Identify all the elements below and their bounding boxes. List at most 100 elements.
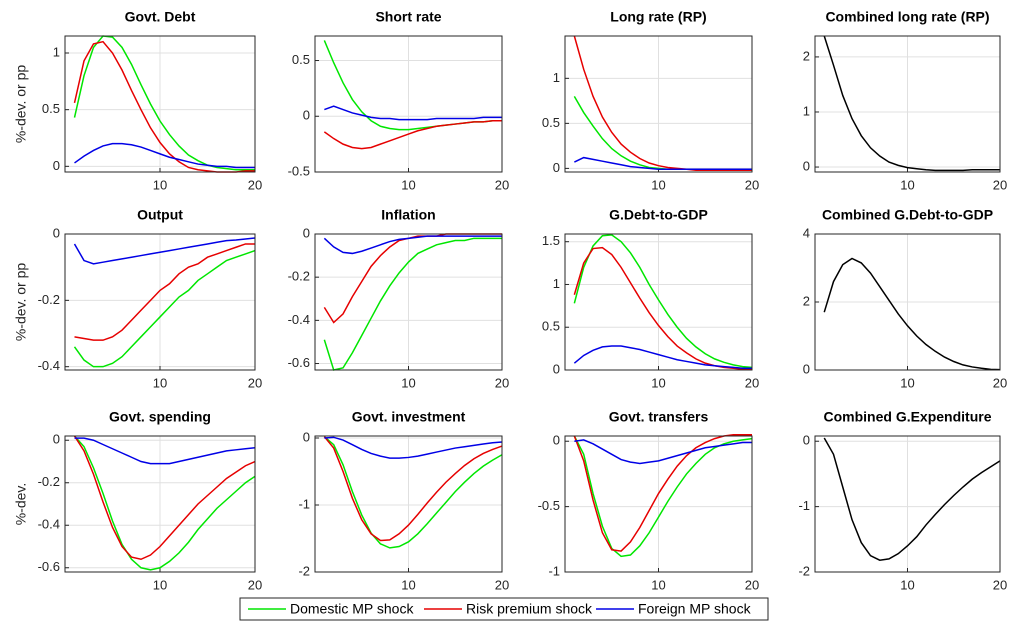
y-tick-label: -0.4 <box>288 312 310 327</box>
panel-title: Long rate (RP) <box>610 9 706 25</box>
panel-title: Govt. spending <box>109 409 211 425</box>
series-line <box>324 105 502 121</box>
axes-box <box>64 435 256 573</box>
axes-box <box>814 233 1001 371</box>
y-tick-label: -0.2 <box>38 292 60 307</box>
y-axis-label: %-dev. <box>13 483 29 526</box>
series-line <box>323 436 503 549</box>
axes-box <box>564 233 753 371</box>
y-tick-label: 2 <box>803 48 810 63</box>
legend-box <box>239 597 769 621</box>
x-tick-label: 20 <box>495 177 509 192</box>
y-tick-label: 0.5 <box>42 101 60 116</box>
series-line <box>323 237 502 371</box>
y-tick-label: -2 <box>798 563 810 578</box>
x-tick-label: 10 <box>153 577 167 592</box>
y-tick-label: -2 <box>298 563 310 578</box>
axes-box <box>814 35 1001 173</box>
y-tick-label: 1 <box>553 70 560 85</box>
x-tick-label: 10 <box>401 577 415 592</box>
legend-label: Domestic MP shock <box>290 601 414 617</box>
y-tick-label: -1 <box>548 563 560 578</box>
series-line <box>323 119 502 150</box>
series-line <box>823 257 1001 371</box>
y-tick-label: 0 <box>553 361 560 376</box>
series-line <box>573 433 752 552</box>
series-line <box>324 436 503 459</box>
axes-box <box>564 435 753 573</box>
x-tick-label: 10 <box>900 577 914 592</box>
series-line <box>574 439 752 465</box>
y-tick-label: 0 <box>803 433 810 448</box>
y-tick-label: 0 <box>553 160 560 175</box>
y-tick-label: -0.5 <box>538 498 560 513</box>
series-line <box>74 437 256 465</box>
series-line <box>73 40 255 173</box>
axes-box <box>314 233 503 371</box>
series-line <box>323 235 502 255</box>
x-tick-label: 10 <box>651 577 665 592</box>
y-tick-label: 0.5 <box>542 319 560 334</box>
panel-title: Short rate <box>375 9 441 25</box>
axes-box <box>314 435 503 573</box>
panel-title: Govt. investment <box>352 409 466 425</box>
y-tick-label: -0.4 <box>38 358 60 373</box>
y-tick-label: 0 <box>53 158 60 173</box>
series-line <box>73 435 256 571</box>
y-tick-label: 4 <box>803 225 810 240</box>
x-tick-label: 20 <box>248 375 262 390</box>
y-tick-label: -0.6 <box>288 355 310 370</box>
x-tick-label: 20 <box>745 375 759 390</box>
y-tick-label: -0.2 <box>38 474 60 489</box>
x-tick-label: 10 <box>900 177 914 192</box>
series-line <box>73 237 256 265</box>
panel-title: Combined long rate (RP) <box>825 9 989 25</box>
y-tick-label: 0 <box>303 108 310 123</box>
y-tick-label: 2 <box>803 293 810 308</box>
axes-box <box>64 35 256 173</box>
panel-title: G.Debt-to-GDP <box>609 207 708 223</box>
y-tick-label: 1.5 <box>542 233 560 248</box>
axes-box <box>814 435 1001 573</box>
y-tick-label: 0.5 <box>542 115 560 130</box>
y-tick-label: 1 <box>53 44 60 59</box>
x-tick-label: 20 <box>993 375 1007 390</box>
y-tick-label: -0.5 <box>288 163 310 178</box>
series-line <box>573 95 752 171</box>
series-line <box>823 35 1000 172</box>
x-tick-label: 20 <box>993 177 1007 192</box>
panel-title: Govt. Debt <box>125 9 196 25</box>
panel-title: Output <box>137 207 183 223</box>
series-line <box>323 233 502 324</box>
series-line <box>574 156 752 171</box>
series-line <box>573 234 753 369</box>
series-line <box>74 243 255 341</box>
y-axis-label: %-dev. or pp <box>13 65 29 144</box>
x-tick-label: 20 <box>248 177 262 192</box>
y-tick-label: 0.5 <box>292 52 310 67</box>
y-axis-label: %-dev. or pp <box>13 263 29 342</box>
x-tick-label: 10 <box>153 375 167 390</box>
x-tick-label: 10 <box>401 177 415 192</box>
axes-box <box>314 35 503 173</box>
series-line <box>573 435 753 558</box>
y-tick-label: 0 <box>303 225 310 240</box>
axes-box <box>64 233 256 371</box>
x-tick-label: 10 <box>153 177 167 192</box>
x-tick-label: 10 <box>651 375 665 390</box>
y-tick-label: 0 <box>303 429 310 444</box>
y-tick-label: 0 <box>803 158 810 173</box>
panel-title: Govt. transfers <box>609 409 709 425</box>
panel-title: Combined G.Expenditure <box>823 409 991 425</box>
x-tick-label: 10 <box>900 375 914 390</box>
y-tick-label: 1 <box>553 276 560 291</box>
series-line <box>74 142 255 169</box>
series-line <box>323 436 503 542</box>
panel-title: Combined G.Debt-to-GDP <box>822 207 993 223</box>
x-tick-label: 20 <box>495 375 509 390</box>
x-tick-label: 20 <box>248 577 262 592</box>
x-tick-label: 20 <box>495 577 509 592</box>
x-tick-label: 20 <box>745 577 759 592</box>
axes-box <box>564 35 753 173</box>
